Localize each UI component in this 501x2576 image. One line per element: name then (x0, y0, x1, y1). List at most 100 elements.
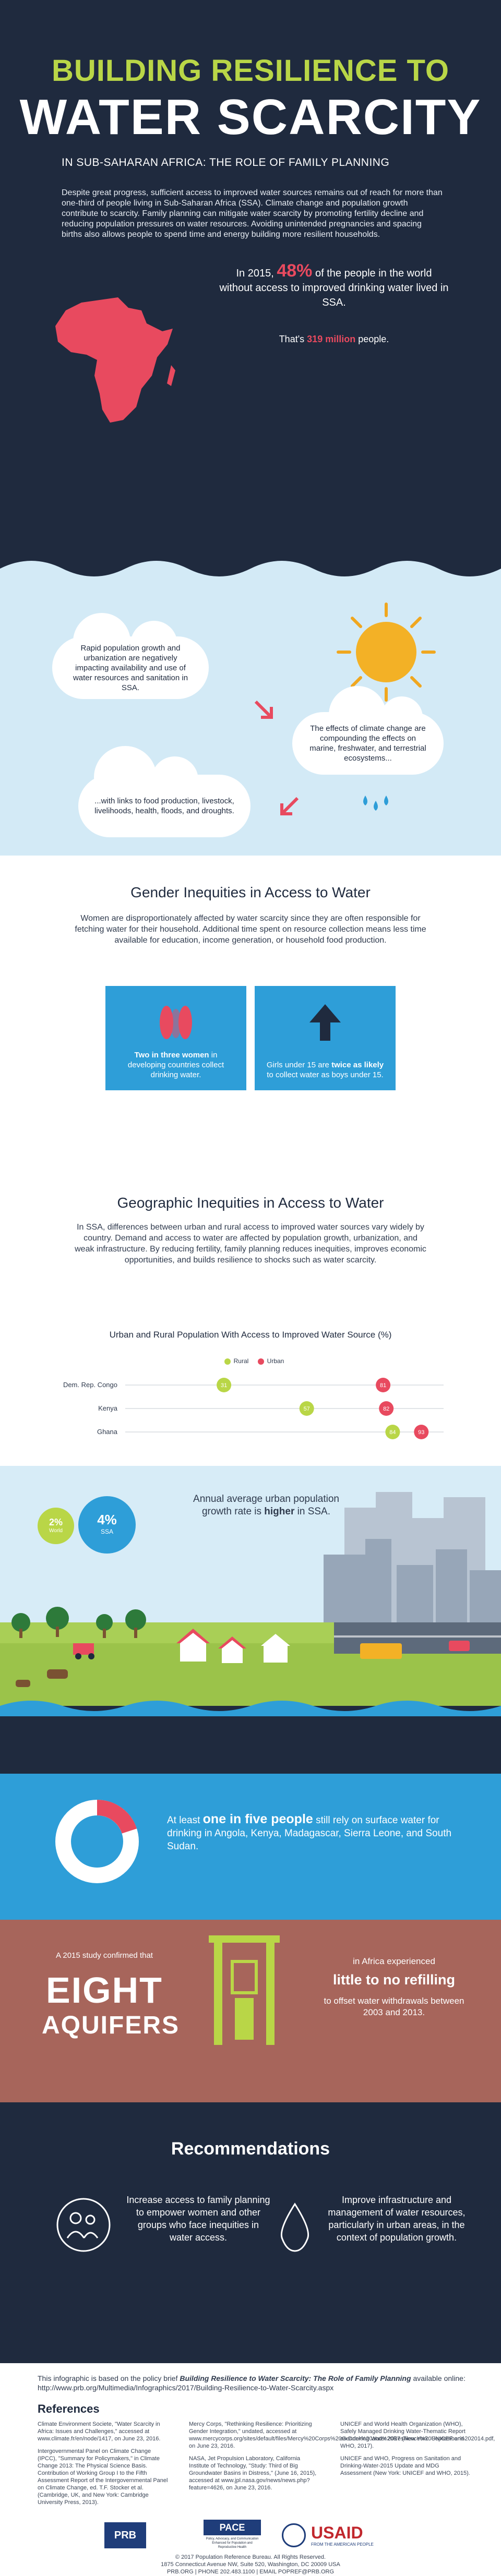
data-label-rural: 31 (221, 1382, 227, 1389)
wave-divider (0, 561, 501, 584)
recommendations-title: Recommendations (171, 2139, 330, 2159)
category-label: Ghana (97, 1428, 118, 1436)
surface-water-section: At least one in five people still rely o… (0, 1774, 501, 1920)
world-growth-value: 2% (49, 1517, 63, 1527)
tile1-bold: Two in three women (134, 1051, 209, 1060)
data-point-urban (376, 1378, 391, 1392)
legend-urban: Urban (267, 1357, 284, 1365)
arrow-down-left-icon (280, 797, 299, 815)
geographic-section: Geographic Inequities in Access to Water… (0, 1195, 501, 1466)
growth-text-c: in SSA. (297, 1506, 331, 1517)
reference-item: UNICEF and World Health Organization (WH… (340, 2421, 466, 2449)
intro-paragraph: Despite great progress, sufficient acces… (62, 188, 443, 239)
brief-url[interactable]: available online: http://www.prb.org/Mul… (38, 2374, 466, 2392)
stat2-value: 319 million (307, 334, 356, 344)
stat-319-million: That's 319 million people. (219, 334, 449, 345)
usaid-logo-text: USAID (311, 2523, 363, 2542)
legend-rural-swatch (224, 1358, 231, 1365)
tile1-caption: Two in three women in developing countri… (116, 1050, 236, 1080)
partner-logos: PRB PACE Policy, Advocacy, and Communica… (0, 2520, 501, 2551)
legend-urban-swatch (257, 1358, 264, 1365)
water-drop-icon (280, 2202, 309, 2252)
data-point-rural (299, 1401, 314, 1416)
usaid-logo: USAID FROM THE AMERICAN PEOPLE (282, 2522, 386, 2548)
cloud-population-growth: Rapid population growth and urbanization… (52, 613, 209, 699)
header-section: BUILDING RESILIENCE TO WATER SCARCITY IN… (0, 0, 501, 584)
arrow-down-right-icon (254, 700, 273, 719)
data-point-urban (379, 1401, 394, 1416)
pace-logo-text: PACE (204, 2520, 261, 2535)
aquifer-eight: EIGHT (46, 1970, 163, 2011)
title-line-1: BUILDING RESILIENCE TO (51, 54, 450, 88)
aquifer-section: A 2015 study confirmed that EIGHT AQUIFE… (0, 1920, 501, 2102)
data-label-rural: 84 (389, 1429, 396, 1436)
chart-title: Urban and Rural Population With Access t… (109, 1330, 392, 1340)
category-label: Dem. Rep. Congo (63, 1381, 117, 1389)
copyright-line-1: © 2017 Population Reference Bureau. All … (175, 2554, 326, 2560)
stat-suffix: of the people in the world without acces… (219, 268, 449, 308)
category-label: Kenya (98, 1404, 118, 1412)
reference-item: Intergovernmental Panel on Climate Chang… (38, 2448, 168, 2506)
brief-note: This infographic is based on the policy … (38, 2374, 476, 2392)
data-label-urban: 81 (380, 1382, 386, 1389)
world-growth-label: World (49, 1528, 63, 1534)
surface-water-text: At least one in five people still rely o… (167, 1813, 475, 1853)
stat-48-percent: In 2015, 48% of the people in the world … (219, 261, 449, 310)
chart-legend: Rural Urban (0, 1357, 501, 1365)
wave-divider-water (0, 1701, 501, 1716)
tile-girls-twice-likely: Girls under 15 are twice as likely to co… (255, 986, 396, 1090)
data-label-urban: 93 (418, 1429, 424, 1436)
one-in-five-donut-chart (55, 1800, 139, 1883)
reference-item: UNICEF and WHO, Progress on Sanitation a… (340, 2455, 470, 2476)
sun-icon (337, 603, 436, 702)
references-title: References (38, 2402, 100, 2415)
stat2-suffix: people. (358, 334, 389, 344)
usaid-logo-sub: FROM THE AMERICAN PEOPLE (311, 2542, 374, 2547)
arrow-up-icon (309, 1004, 341, 1041)
geo-text: In SSA, differences between urban and ru… (75, 1223, 426, 1265)
copyright-line-3[interactable]: PRB.ORG | PHONE 202.483.1100 | EMAIL POP… (166, 2569, 335, 2575)
references-col-1: Climate Environment Societe, "Water Scar… (38, 2421, 168, 2511)
surf-text-b: still rely on surface water for drinking… (167, 1815, 452, 1852)
aquifer-right-1: in Africa experienced (353, 1956, 435, 1966)
recommendation-1: Increase access to family planning to em… (126, 2195, 270, 2243)
city-landscape-illustration (0, 1492, 501, 1706)
references-col-2: Mercy Corps, "Rethinking Resilience: Pri… (189, 2421, 495, 2497)
women-icon (160, 1006, 192, 1039)
rain-drops-icon (363, 796, 388, 811)
growth-text-a: Annual average urban population growth r… (193, 1494, 339, 1517)
copyright: © 2017 Population Reference Bureau. All … (0, 2554, 501, 2575)
gender-section: Gender Inequities in Access to Water Wom… (0, 856, 501, 1195)
surf-text-bold: one in five people (202, 1812, 313, 1826)
brief-title-link[interactable]: Building Resilience to Water Scarcity: T… (180, 2374, 411, 2382)
ssa-growth-value: 4% (97, 1512, 117, 1527)
data-point-rural (217, 1378, 232, 1392)
tile2-caption: Girls under 15 are twice as likely to co… (265, 1060, 385, 1080)
subtitle: IN SUB-SAHARAN AFRICA: THE ROLE OF FAMIL… (62, 157, 390, 168)
surf-text-a: At least (167, 1815, 200, 1826)
pace-logo-sub: Policy, Advocacy, and Communication Enha… (206, 2537, 259, 2549)
growth-badge-ssa: 4% SSA (78, 1496, 136, 1554)
brief-a: This infographic is based on the policy … (38, 2374, 178, 2382)
cloud3-text: ...with links to food production, livest… (94, 797, 234, 815)
africa-map-icon (55, 297, 175, 423)
water-pump-icon (209, 1935, 280, 2045)
recommendation-2: Improve infrastructure and management of… (328, 2195, 466, 2243)
data-point-rural (385, 1425, 400, 1439)
tile2-rest: to collect water as boys under 15. (267, 1070, 384, 1079)
prb-logo: PRB (104, 2522, 146, 2548)
aquifer-intro: A 2015 study confirmed that (56, 1951, 153, 1960)
stat2-prefix: That's (279, 334, 305, 344)
cloud-food-production: ...with links to food production, livest… (78, 746, 250, 837)
ssa-growth-label: SSA (100, 1528, 113, 1535)
gender-title: Gender Inequities in Access to Water (130, 884, 371, 900)
aquifer-aquifers: AQUIFERS (42, 2012, 180, 2039)
reference-item: Climate Environment Societe, "Water Scar… (38, 2421, 161, 2442)
geo-title: Geographic Inequities in Access to Water (117, 1195, 384, 1211)
growth-badge-world: 2% World (38, 1508, 74, 1544)
references-col-3: UNICEF and World Health Organization (WH… (340, 2421, 471, 2482)
urbanization-section: 2% World 4% SSA Annual average urban pop… (0, 1466, 501, 1774)
climate-sky-section: Rapid population growth and urbanization… (0, 584, 501, 856)
data-point-urban (414, 1425, 429, 1439)
stat-percent: 48% (277, 261, 313, 281)
